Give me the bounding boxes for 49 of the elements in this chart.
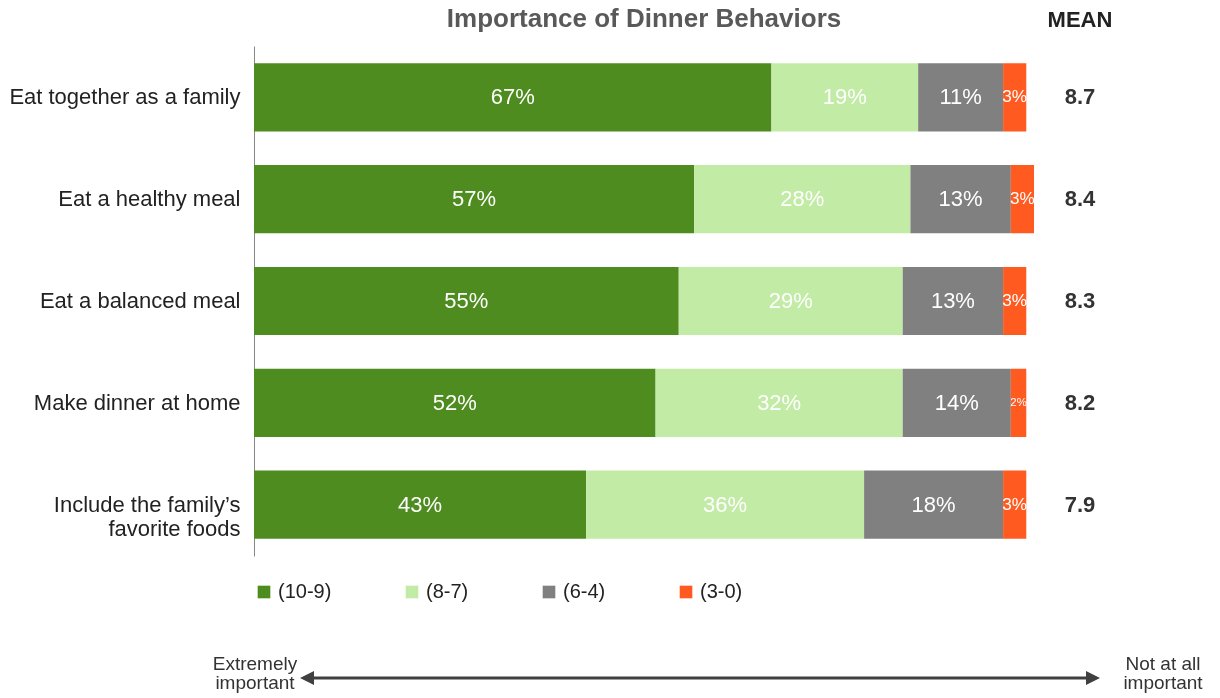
text: MEAN [1047,7,1113,32]
data-label: 67% [490,84,535,110]
text: 8.4 [1064,186,1097,211]
y-tick-label: Eat a healthy meal [58,186,241,212]
data-label: 36% [703,491,748,517]
text: Not at all important [1122,653,1204,693]
bar [586,470,865,539]
y-tick-label: Make dinner at home [33,389,241,415]
data-label: 28% [780,186,825,212]
bar [694,165,911,234]
text: 7.9 [1064,492,1096,517]
bar [918,63,1004,132]
bar [254,63,772,132]
legend-label: (10-9) [278,580,332,602]
legend-label: (6-4) [563,580,606,602]
bar [771,63,919,132]
legend-label: (8-7) [426,580,469,602]
data-label: 3% [1010,188,1035,209]
legend-label: (3-0) [700,580,743,602]
chart-title: Importance of Dinner Behaviors [446,3,842,33]
data-label: 18% [911,491,956,517]
bar [254,266,679,336]
text: 8.3 [1064,288,1096,313]
data-label: 13% [938,186,983,212]
bar [254,470,587,539]
data-label: 43% [398,491,443,517]
data-label: 57% [452,186,497,212]
data-label: 13% [930,288,975,313]
bar [254,165,695,234]
bar [254,368,656,437]
data-label: 29% [768,288,813,313]
data-label: 19% [822,84,867,110]
bar [902,266,1004,336]
y-tick-label: Include the family’s favorite foods [53,491,241,541]
data-label: 55% [444,288,489,313]
data-label: 32% [757,389,802,415]
bar [655,368,903,437]
bar [902,368,1011,437]
bar [678,266,903,336]
bar [864,470,1004,539]
data-label: 11% [939,84,982,110]
text: 8.7 [1064,84,1096,109]
data-label: 14% [934,389,979,415]
text: 8.2 [1064,390,1096,415]
text: Extremely important [211,653,299,693]
y-tick-label: Eat together as a family [9,84,241,110]
bar [910,165,1011,234]
data-label: 52% [432,389,477,415]
y-tick-label: Eat a balanced meal [39,288,241,313]
